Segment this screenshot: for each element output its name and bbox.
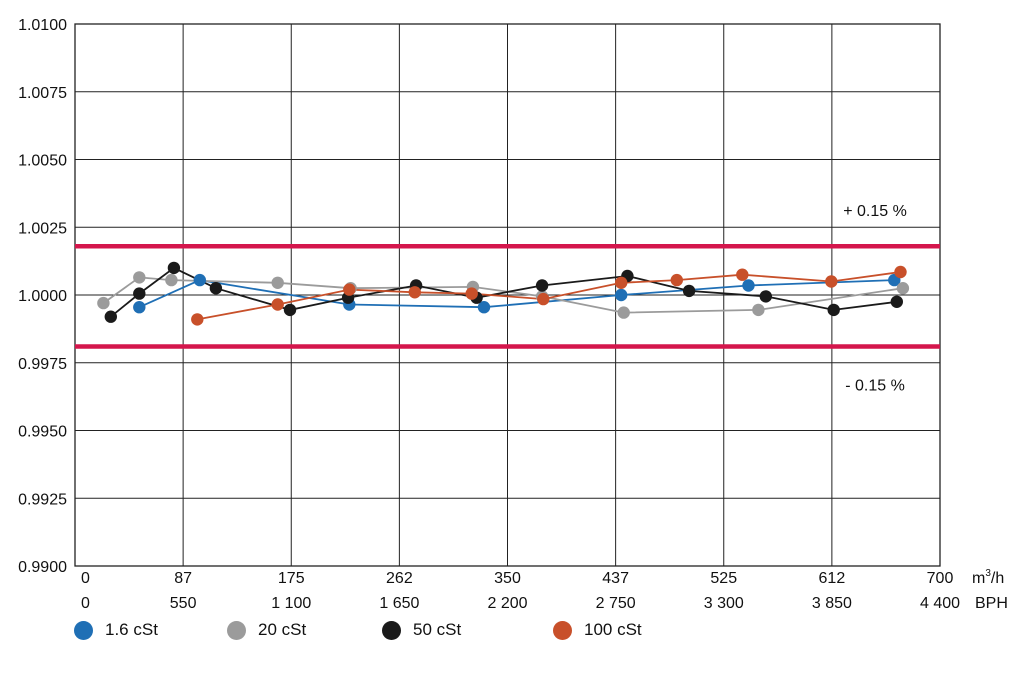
data-point [615, 276, 628, 289]
y-tick-label: 0.9900 [18, 559, 67, 576]
x-tick-label-m3h: 0 [81, 570, 90, 587]
legend-label: 50 cSt [413, 620, 462, 639]
data-point [535, 279, 549, 292]
data-point [537, 292, 550, 306]
x-unit-label-bph: BPH [975, 595, 1008, 610]
x-unit-tail: /h [991, 570, 1004, 587]
tolerance-lines: + 0.15 % - 0.15 % [75, 203, 940, 394]
legend-item: 20 cSt [227, 620, 306, 640]
y-tick-label: 0.9975 [18, 356, 67, 373]
data-point [682, 284, 696, 298]
data-point [752, 303, 765, 317]
series-line [110, 266, 897, 318]
x-unit-base: m [972, 570, 985, 587]
data-point [896, 282, 910, 295]
data-point [271, 276, 284, 289]
data-point [133, 271, 146, 284]
data-point [209, 282, 223, 295]
data-point [736, 268, 749, 281]
series-group [97, 261, 910, 326]
data-point [670, 273, 683, 287]
data-point [271, 298, 284, 311]
tolerance-label: - 0.15 % [845, 377, 905, 394]
data-point [894, 265, 907, 279]
y-tick-label: 1.0050 [18, 153, 67, 170]
legend-swatch [382, 620, 401, 640]
data-point [165, 273, 178, 287]
x-tick-label-bph: 1 100 [271, 595, 311, 610]
chart: + 0.15 % - 0.15 % 1.0100 1.0075 1.0050 1.002… [18, 17, 1008, 610]
legend-label: 1.6 cSt [105, 620, 158, 639]
data-point [191, 313, 204, 326]
x-tick-label-bph: 3 300 [704, 595, 744, 610]
data-point [193, 273, 206, 287]
data-point [283, 303, 297, 317]
x-tick-label-bph: 2 200 [487, 595, 527, 610]
data-point [408, 286, 421, 299]
legend-item: 50 cSt [382, 620, 461, 640]
data-point [759, 290, 772, 303]
data-point [167, 261, 181, 275]
x-unit-label-m3h: m3/h [972, 568, 1004, 587]
data-point [97, 296, 110, 310]
data-point [617, 306, 630, 319]
x-tick-label-m3h: 437 [602, 570, 629, 587]
axes: 1.0100 1.0075 1.0050 1.0025 1.0000 0.9975 0.99… [18, 17, 1008, 610]
legend-label: 20 cSt [258, 620, 307, 639]
x-tick-label-m3h: 525 [710, 570, 737, 587]
data-point [827, 303, 840, 317]
data-point [742, 279, 755, 292]
y-tick-label: 1.0025 [18, 220, 67, 237]
series-line [197, 271, 901, 321]
x-tick-label-m3h: 700 [927, 570, 954, 587]
legend: 1.6 cSt 20 cSt 50 cSt 100 cSt [0, 620, 1018, 650]
data-point [465, 287, 478, 300]
data-point [343, 283, 356, 296]
x-tick-label-m3h: 87 [174, 570, 192, 587]
data-point [825, 275, 838, 288]
y-tick-label: 1.0075 [18, 85, 67, 102]
x-tick-label-m3h: 175 [278, 570, 305, 587]
x-tick-label-bph: 4 400 [920, 595, 960, 610]
legend-item: 1.6 cSt [74, 620, 158, 640]
y-tick-label: 0.9925 [18, 491, 67, 508]
legend-item: 100 cSt [553, 620, 642, 640]
x-tick-label-m3h: 612 [819, 570, 846, 587]
x-tick-label-m3h: 350 [494, 570, 521, 587]
grid [74, 23, 941, 567]
legend-label: 100 cSt [584, 620, 642, 639]
data-point [615, 288, 628, 302]
data-point [133, 301, 146, 314]
x-tick-label-bph: 1 650 [379, 595, 419, 610]
data-point [477, 301, 491, 314]
x-tick-label-bph: 550 [170, 595, 197, 610]
y-tick-label: 1.0100 [18, 17, 67, 34]
data-point [890, 295, 903, 308]
x-tick-label-bph: 0 [81, 595, 90, 610]
x-tick-label-m3h: 262 [386, 570, 413, 587]
y-tick-label: 1.0000 [18, 288, 67, 305]
y-tick-label: 0.9950 [18, 424, 67, 441]
tolerance-label: + 0.15 % [843, 203, 907, 220]
data-point [133, 287, 146, 300]
legend-swatch [553, 620, 572, 640]
legend-swatch [227, 620, 246, 640]
x-unit-superscript: 3 [985, 568, 991, 579]
legend-swatch [74, 620, 93, 640]
x-tick-label-bph: 2 750 [596, 595, 636, 610]
data-point [104, 310, 118, 323]
x-tick-label-bph: 3 850 [812, 595, 852, 610]
